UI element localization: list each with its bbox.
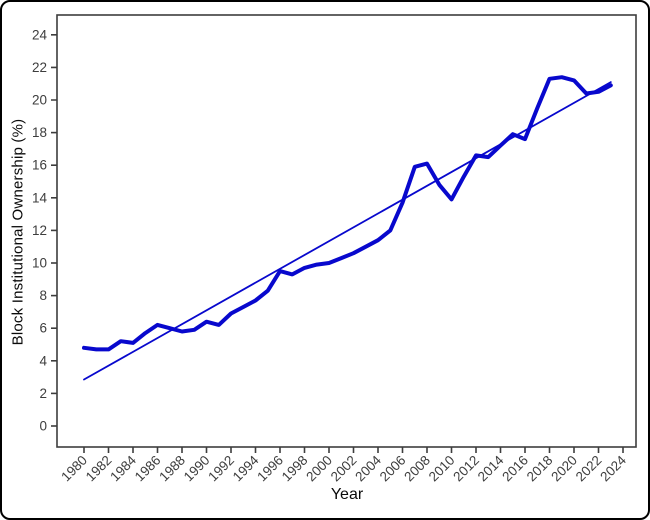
x-axis-tick-label: 2000 [303,453,335,485]
x-axis-tick-label: 1980 [58,453,90,485]
y-axis-tick-label: 0 [39,419,47,434]
x-axis-tick-label: 2018 [524,453,556,485]
x-axis-tick-label: 2004 [352,452,384,484]
y-axis-tick-label: 6 [39,321,47,336]
y-axis-tick-label: 16 [32,158,47,173]
x-axis-tick-label: 2014 [475,452,507,484]
x-axis-tick-label: 1986 [132,453,164,485]
y-axis-tick-label: 10 [32,256,47,271]
y-axis-tick-label: 2 [39,386,47,401]
x-axis-tick-label: 1996 [254,453,286,485]
x-axis-tick-label: 2020 [548,453,580,485]
x-axis-tick-label: 2024 [597,452,629,484]
x-axis-tick-label: 1992 [205,453,237,485]
x-axis-tick-label: 1982 [83,453,115,485]
x-axis-tick-label: 2010 [426,453,458,485]
y-axis-tick-label: 14 [32,190,48,205]
x-axis-tick-label: 2006 [377,453,409,485]
y-axis-title: Block Institutional Ownership (%) [9,118,27,346]
x-axis-tick-label: 2016 [499,453,531,485]
x-axis-tick-label: 2008 [401,453,433,485]
x-axis-tick-label: 2022 [573,453,605,485]
x-axis-tick-label: 1988 [156,453,188,485]
y-axis-tick-label: 18 [32,125,47,140]
x-axis-title: Year [330,486,364,503]
x-axis-tick-label: 1994 [230,452,262,484]
y-axis-tick-label: 24 [32,27,48,42]
x-axis-tick-label: 2012 [450,453,482,485]
y-axis-tick-label: 12 [32,223,47,238]
y-axis-tick-label: 22 [32,60,47,75]
y-axis-tick-label: 20 [32,93,47,108]
data-line [82,75,613,352]
x-axis-tick-label: 1990 [181,453,213,485]
trend-line [83,81,612,381]
x-axis-tick-label: 1998 [279,453,311,485]
x-axis-tick-label: 1984 [107,452,139,484]
x-axis-tick-label: 2002 [328,453,360,485]
y-axis-tick-label: 8 [39,288,47,303]
y-axis-tick-label: 4 [39,353,47,368]
